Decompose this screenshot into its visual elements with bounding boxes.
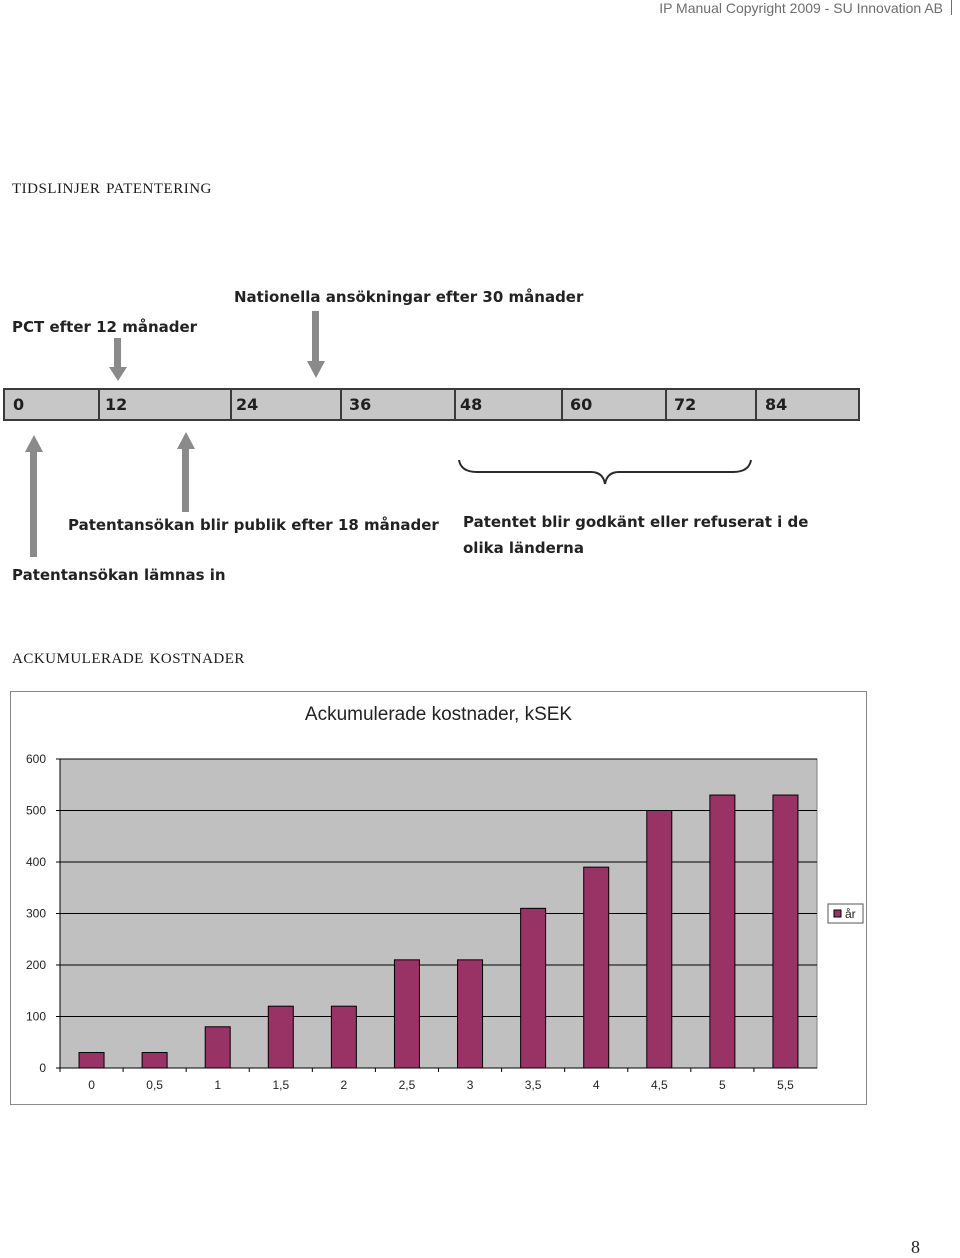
y-tick-label: 400 <box>26 855 46 869</box>
bar <box>204 1026 231 1069</box>
national-label: Nationella ansökningar efter 30 månader <box>234 288 584 306</box>
x-tick-label: 2,5 <box>399 1078 416 1092</box>
pct-label: PCT efter 12 månader <box>12 318 198 336</box>
timeline-divider <box>340 390 342 419</box>
brace-icon <box>458 459 752 485</box>
timeline-tick: 72 <box>674 395 697 414</box>
published-label: Patentansökan blir publik efter 18 månad… <box>68 516 439 534</box>
x-tick-label: 1,5 <box>272 1078 289 1092</box>
timeline-divider <box>755 390 757 419</box>
granted-label: Patentet blir godkänt eller refuserat i … <box>463 513 809 557</box>
timeline-divider <box>98 390 100 419</box>
bar <box>330 1005 357 1069</box>
bar <box>267 1005 294 1069</box>
timeline-tick: 36 <box>349 395 372 414</box>
published-arrow-icon <box>177 432 195 512</box>
bar <box>393 959 420 1069</box>
chart-plot: 0 100 200 300 400 500 600 0 0,5 1 1,5 2 2,5 3 3,5 4 4,5 5… <box>26 752 864 1092</box>
x-tick-label: 3 <box>467 1078 474 1092</box>
timeline-tick: 48 <box>460 395 483 414</box>
y-tick-label: 0 <box>39 1061 46 1075</box>
pct-arrow-icon <box>109 338 127 381</box>
filed-label: Patentansökan lämnas in <box>12 566 226 584</box>
bar <box>772 794 799 1069</box>
page-number: 8 <box>911 1237 920 1257</box>
timeline-tick: 84 <box>765 395 788 414</box>
bar <box>141 1052 168 1069</box>
y-tick-label: 500 <box>26 804 46 818</box>
header-text: IP Manual Copyright 2009 - SU Innovation… <box>659 0 943 16</box>
x-tick-label: 5,5 <box>777 1078 794 1092</box>
legend-swatch <box>833 909 842 918</box>
legend-box <box>827 903 864 924</box>
timeline-section-title: Tidslinjer patentering <box>12 174 212 198</box>
header-divider <box>951 0 952 15</box>
timeline-tick: 12 <box>105 395 128 414</box>
bar <box>78 1052 105 1069</box>
x-tick-label: 4,5 <box>651 1078 668 1092</box>
x-tick-label: 0 <box>88 1078 95 1092</box>
bar <box>583 866 610 1069</box>
page-header: IP Manual Copyright 2009 - SU Innovation… <box>659 0 952 16</box>
x-tick-label: 1 <box>214 1078 221 1092</box>
legend-label: år <box>845 907 856 921</box>
costs-section-title: Ackumulerade kostnader <box>12 644 245 668</box>
timeline-divider <box>454 390 456 419</box>
x-tick-label: 5 <box>719 1078 726 1092</box>
x-tick-label: 0,5 <box>146 1078 163 1092</box>
chart-title: Ackumulerade kostnader, kSEK <box>304 704 573 725</box>
cost-chart: Ackumulerade kostnader, kSEK 0 100 200 300 4… <box>10 691 867 1105</box>
national-arrow-icon <box>307 311 325 378</box>
x-tick-label: 4 <box>593 1078 600 1092</box>
bar <box>646 810 673 1069</box>
x-tick-label: 2 <box>341 1078 348 1092</box>
y-tick-label: 600 <box>26 752 46 766</box>
timeline-tick: 24 <box>236 395 259 414</box>
x-tick-label: 3,5 <box>525 1078 542 1092</box>
filed-arrow-icon <box>25 435 43 557</box>
timeline-tick: 60 <box>570 395 593 414</box>
timeline-tick: 0 <box>13 395 25 414</box>
timeline-divider <box>230 390 232 419</box>
timeline-divider <box>561 390 563 419</box>
y-tick-label: 100 <box>26 1010 46 1024</box>
y-tick-label: 200 <box>26 958 46 972</box>
bar <box>457 959 484 1069</box>
y-tick-label: 300 <box>26 907 46 921</box>
bar <box>709 794 736 1069</box>
bar <box>520 907 547 1069</box>
timeline-divider <box>665 390 667 419</box>
timeline-bar: 0 12 24 36 48 60 72 84 <box>3 388 860 421</box>
